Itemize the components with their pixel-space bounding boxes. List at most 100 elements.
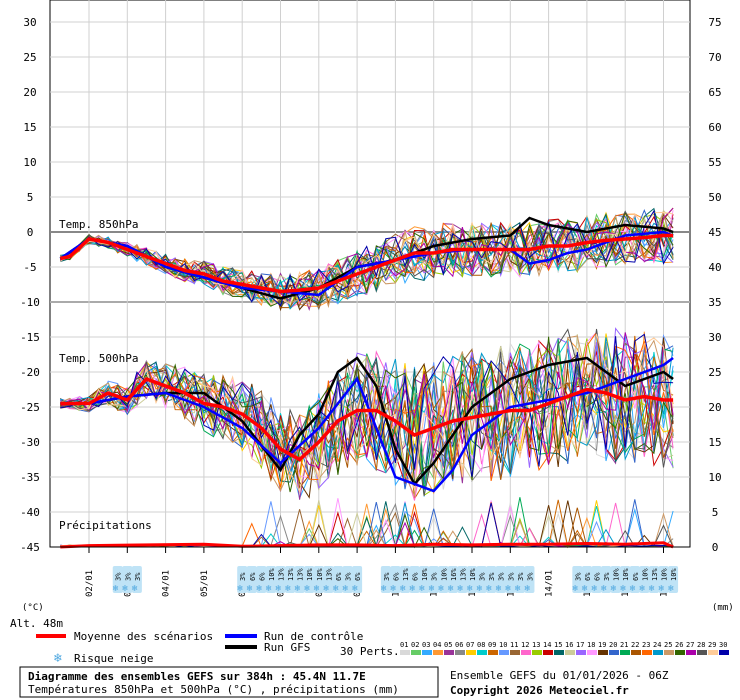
snowflake-icon: ❄ [352, 584, 358, 594]
snow-risk-cell [629, 566, 640, 593]
snow-risk-pct: 10% [421, 568, 429, 581]
y2-tick-label: 0 [712, 541, 719, 554]
member-t500-line [60, 335, 674, 497]
snow-risk-cell [265, 566, 276, 593]
snow-risk-cell [390, 566, 401, 593]
snowflake-icon: ❄ [276, 584, 282, 594]
snow-risk-pct: 3% [345, 572, 353, 581]
panel-label-t850: Temp. 850hPa [59, 218, 138, 231]
snow-risk-pct: 16% [450, 568, 458, 581]
snowflake-icon: ❄ [649, 584, 655, 594]
snow-risk-pct: 6% [593, 572, 601, 581]
snowflake-icon: ❄ [448, 584, 454, 594]
snowflake-icon: ❄ [343, 584, 349, 594]
snowflake-icon: ❄ [515, 584, 521, 594]
y-tick-label: 15 [23, 121, 36, 134]
pert-number: 27 [686, 641, 694, 649]
y2-tick-label: 35 [708, 296, 721, 309]
y-tick-label: -10 [20, 296, 40, 309]
snow-risk-cell [112, 566, 123, 593]
snow-risk-pct: 13% [325, 568, 333, 581]
pert-swatch [697, 650, 707, 655]
snow-risk-cell [620, 566, 631, 593]
y2-tick-label: 75 [708, 16, 721, 29]
pert-number: 12 [521, 641, 529, 649]
snowflake-icon: ❄ [237, 584, 243, 594]
snowflake-icon: ❄ [591, 584, 597, 594]
snow-risk-cell [457, 566, 468, 593]
pert-swatch [455, 650, 465, 655]
snowflake-icon: ❄ [304, 584, 310, 594]
member-t500-line [60, 328, 674, 496]
snowflake-icon: ❄ [582, 584, 588, 594]
pert-number: 16 [565, 641, 573, 649]
pert-number: 20 [609, 641, 617, 649]
snow-risk-pct: 10% [613, 568, 621, 581]
pert-number: 19 [598, 641, 606, 649]
snow-risk-pct: 13% [297, 568, 305, 581]
snowflake-icon: ❄ [314, 584, 320, 594]
pert-swatch [620, 650, 630, 655]
pert-number: 02 [411, 641, 419, 649]
snow-risk-pct: 3% [115, 572, 123, 581]
snowflake-icon: ❄ [132, 584, 138, 594]
pert-number: 09 [488, 641, 496, 649]
snow-risk-pct: 6% [584, 572, 592, 581]
snowflake-icon: ❄ [333, 584, 339, 594]
snowflake-icon: ❄ [620, 584, 626, 594]
snow-risk-cell [476, 566, 487, 593]
y-tick-label: -5 [23, 261, 36, 274]
snow-risk-row: ❄3%❄3%❄3%❄3%❄6%❄6%❄10%❄13%❄13%❄13%❄10%❄1… [112, 566, 679, 594]
snow-risk-pct: 6% [354, 572, 362, 581]
snow-risk-pct: 3% [134, 572, 142, 581]
snowflake-icon: ❄ [256, 584, 262, 594]
pert-number: 13 [532, 641, 540, 649]
snowflake-icon: ❄ [486, 584, 492, 594]
pert-swatch [499, 650, 509, 655]
snowflake-icon: ❄ [266, 584, 272, 594]
pert-swatch [510, 650, 520, 655]
snow-risk-pct: 3% [526, 572, 534, 581]
snowflake-icon: ❄ [572, 584, 578, 594]
snow-risk-cell [438, 566, 449, 593]
snow-risk-pct: 6% [412, 572, 420, 581]
snow-risk-cell [352, 566, 363, 593]
snowflake-icon: ❄ [247, 584, 253, 594]
snow-risk-cell [246, 566, 257, 593]
chart-title: Diagramme des ensembles GEFS sur 384h : … [28, 670, 366, 683]
snow-risk-pct: 3% [488, 572, 496, 581]
snowflake-icon: ❄ [381, 584, 387, 594]
x-tick-label: 02/01 [85, 570, 95, 597]
snow-risk-cell [610, 566, 621, 593]
snowflake-icon: ❄ [438, 584, 444, 594]
pert-swatch [554, 650, 564, 655]
pert-number: 26 [675, 641, 683, 649]
y2-tick-label: 15 [708, 436, 721, 449]
pert-swatch [477, 650, 487, 655]
snowflake-icon: ❄ [390, 584, 396, 594]
pert-swatch [411, 650, 421, 655]
y-tick-label: -15 [20, 331, 40, 344]
snow-risk-cell [256, 566, 267, 593]
snow-risk-cell [591, 566, 602, 593]
snowflake-icon: ❄ [457, 584, 463, 594]
snowflake-icon: ❄ [467, 584, 473, 594]
pert-swatch [587, 650, 597, 655]
panel-label-precip: Précipitations [59, 519, 152, 532]
y2-tick-label: 45 [708, 226, 721, 239]
snowflake-icon: ❄ [122, 584, 128, 594]
snow-risk-pct: 10% [306, 568, 314, 581]
y-tick-label: 25 [23, 51, 36, 64]
snow-risk-pct: 13% [278, 568, 286, 581]
pert-number: 04 [433, 641, 441, 649]
pert-swatch [598, 650, 608, 655]
pert-number: 23 [642, 641, 650, 649]
snow-risk-cell [409, 566, 420, 593]
snow-risk-cell [428, 566, 439, 593]
snow-risk-cell [639, 566, 650, 593]
snowflake-icon: ❄ [113, 584, 119, 594]
pert-swatch [719, 650, 729, 655]
snow-risk-cell [304, 566, 315, 593]
pert-number: 18 [587, 641, 595, 649]
snow-risk-pct: 3% [574, 572, 582, 581]
